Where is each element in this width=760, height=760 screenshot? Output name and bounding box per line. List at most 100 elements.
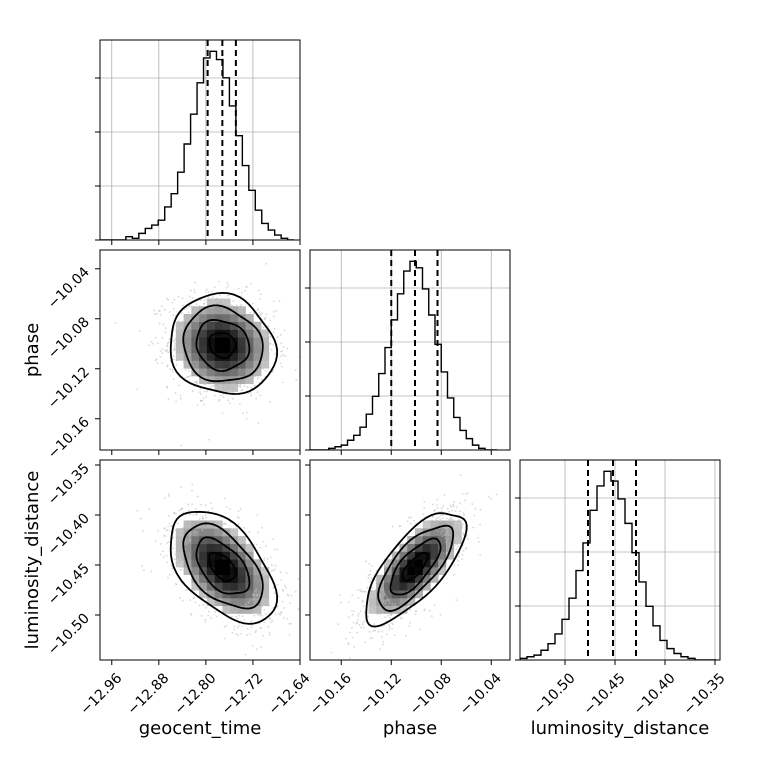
scatter-point [184, 589, 187, 592]
scatter-point [180, 335, 183, 338]
density-bin [222, 345, 231, 354]
scatter-point [256, 391, 259, 393]
density-bin [407, 543, 416, 552]
contour-line [208, 551, 237, 583]
scatter-point [239, 306, 242, 309]
x-tick-label-luminosity-distance: −10.45 [581, 670, 629, 718]
scatter-point [174, 342, 177, 345]
scatter-point [167, 351, 170, 354]
scatter-point [386, 599, 388, 601]
density-bin [261, 590, 270, 599]
scatter-point [257, 422, 260, 424]
scatter-point [261, 312, 264, 314]
scatter-point [249, 597, 252, 600]
scatter-point [188, 295, 191, 298]
scatter-point [181, 297, 184, 300]
density-bin [438, 551, 447, 560]
scatter-point [459, 474, 462, 477]
scatter-point [221, 383, 224, 386]
scatter-point [263, 596, 266, 598]
density-bin [384, 559, 393, 568]
scatter-point [168, 515, 170, 517]
scatter-point [251, 597, 254, 600]
density-bin [237, 329, 246, 338]
scatter-point [154, 359, 157, 362]
scatter-point [351, 594, 354, 597]
scatter-point [258, 368, 261, 370]
scatter-point [164, 331, 167, 334]
scatter-point [245, 604, 248, 606]
density-bin [230, 574, 239, 583]
scatter-point [242, 412, 245, 415]
scatter-point [159, 553, 162, 556]
scatter-point [199, 387, 202, 390]
scatter-point [436, 498, 439, 501]
scatter-point [138, 330, 141, 333]
scatter-point [368, 631, 371, 633]
scatter-point [172, 358, 175, 361]
scatter-point [176, 522, 179, 525]
scatter-point [393, 634, 396, 637]
scatter-point [461, 493, 464, 495]
density-bin [399, 598, 408, 607]
scatter-point [270, 564, 273, 567]
scatter-point [433, 604, 436, 607]
scatter-point [185, 540, 188, 542]
scatter-point [180, 554, 183, 557]
scatter-point [178, 331, 180, 334]
scatter-point [381, 608, 384, 611]
density-bin [222, 567, 231, 576]
scatter-point [280, 365, 283, 368]
scatter-point [290, 594, 293, 597]
scatter-point [269, 633, 271, 636]
scatter-point [210, 616, 212, 619]
scatter-point [317, 564, 319, 566]
scatter-point [356, 631, 358, 634]
scatter-point [424, 608, 426, 611]
scatter-point [419, 628, 422, 631]
scatter-point [409, 609, 412, 611]
density-bin [214, 528, 223, 537]
density-bin [422, 559, 431, 568]
density-bin [183, 345, 192, 354]
scatter-point [254, 609, 257, 611]
scatter-point [243, 619, 246, 621]
scatter-point [422, 513, 425, 516]
scatter-point [288, 633, 291, 636]
scatter-point [410, 516, 413, 519]
scatter-point [277, 612, 280, 615]
scatter-point [405, 634, 407, 637]
scatter-point [254, 610, 257, 613]
scatter-point [250, 316, 253, 319]
scatter-point [249, 599, 252, 602]
scatter-point [271, 619, 274, 622]
density-bin [222, 321, 231, 330]
scatter-point [445, 528, 447, 530]
scatter-point [366, 586, 369, 589]
scatter-point [148, 508, 151, 511]
scatter-point [264, 576, 267, 578]
scatter-point [200, 615, 203, 617]
scatter-point [370, 593, 373, 596]
scatter-point [206, 380, 209, 383]
contour-line [169, 291, 279, 395]
scatter-point [357, 589, 359, 592]
scatter-point [477, 536, 480, 539]
density-bin [438, 567, 447, 576]
scatter-point [487, 495, 490, 498]
scatter-point [173, 349, 175, 352]
scatter-point [236, 617, 239, 620]
scatter-point [237, 510, 240, 513]
scatter-point [443, 494, 446, 496]
scatter-point [191, 314, 193, 316]
density-bin [191, 306, 200, 315]
density-bin [245, 352, 254, 361]
scatter-point [379, 612, 381, 615]
density-bin [384, 598, 393, 607]
scatter-point [227, 299, 230, 302]
histogram-step-phase [310, 260, 498, 450]
scatter-point [252, 604, 254, 607]
scatter-point [464, 499, 467, 502]
density-bin [430, 528, 439, 537]
